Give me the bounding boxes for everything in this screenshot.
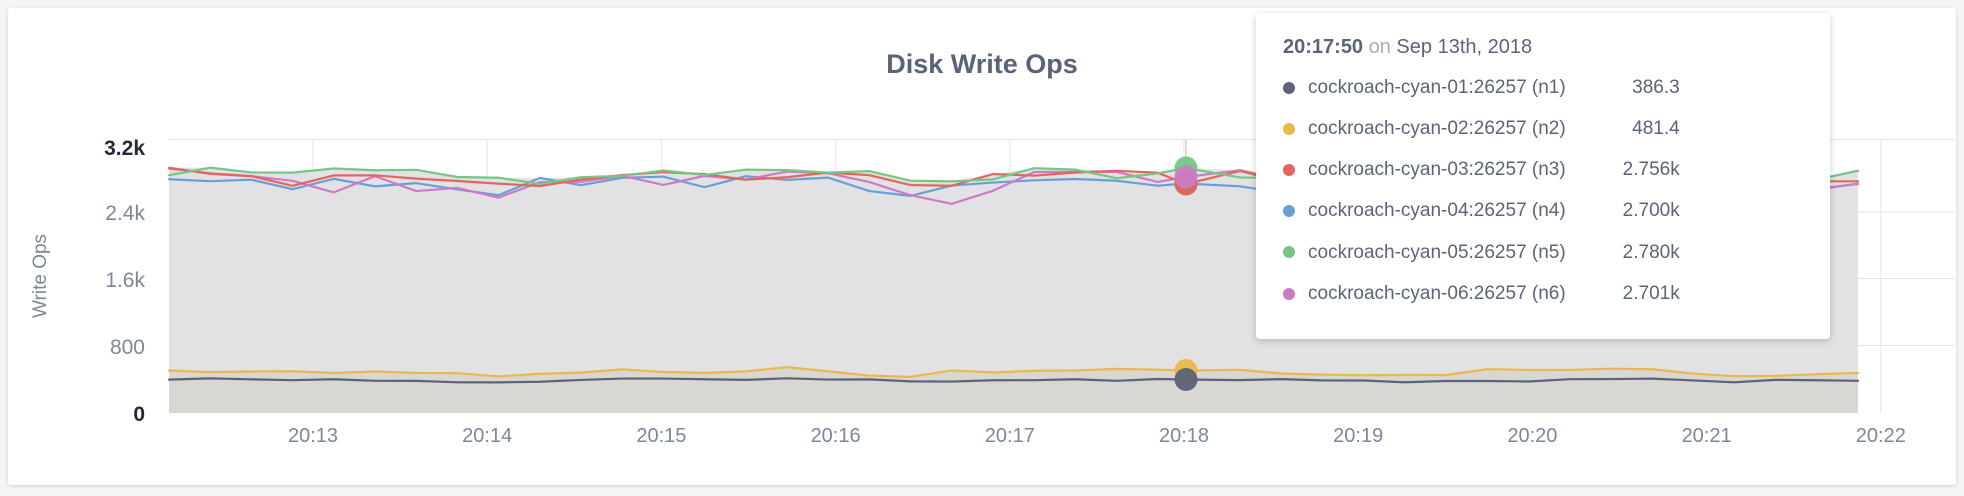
svg-text:20:15: 20:15 bbox=[636, 425, 686, 447]
svg-text:20:16: 20:16 bbox=[811, 425, 861, 447]
svg-text:3.2k: 3.2k bbox=[104, 137, 145, 160]
svg-text:0: 0 bbox=[133, 403, 145, 426]
svg-text:20:20: 20:20 bbox=[1507, 425, 1557, 447]
svg-text:20:18: 20:18 bbox=[1159, 425, 1209, 447]
svg-text:2.4k: 2.4k bbox=[105, 202, 145, 225]
svg-text:20:22: 20:22 bbox=[1856, 425, 1906, 447]
svg-text:20:14: 20:14 bbox=[462, 425, 512, 447]
svg-text:20:13: 20:13 bbox=[288, 425, 338, 447]
svg-text:20:17: 20:17 bbox=[985, 425, 1035, 447]
svg-text:20:19: 20:19 bbox=[1333, 425, 1383, 447]
svg-text:800: 800 bbox=[110, 336, 145, 359]
svg-text:1.6k: 1.6k bbox=[105, 269, 145, 292]
svg-text:Write Ops: Write Ops bbox=[30, 234, 51, 318]
svg-text:20:21: 20:21 bbox=[1682, 425, 1732, 447]
